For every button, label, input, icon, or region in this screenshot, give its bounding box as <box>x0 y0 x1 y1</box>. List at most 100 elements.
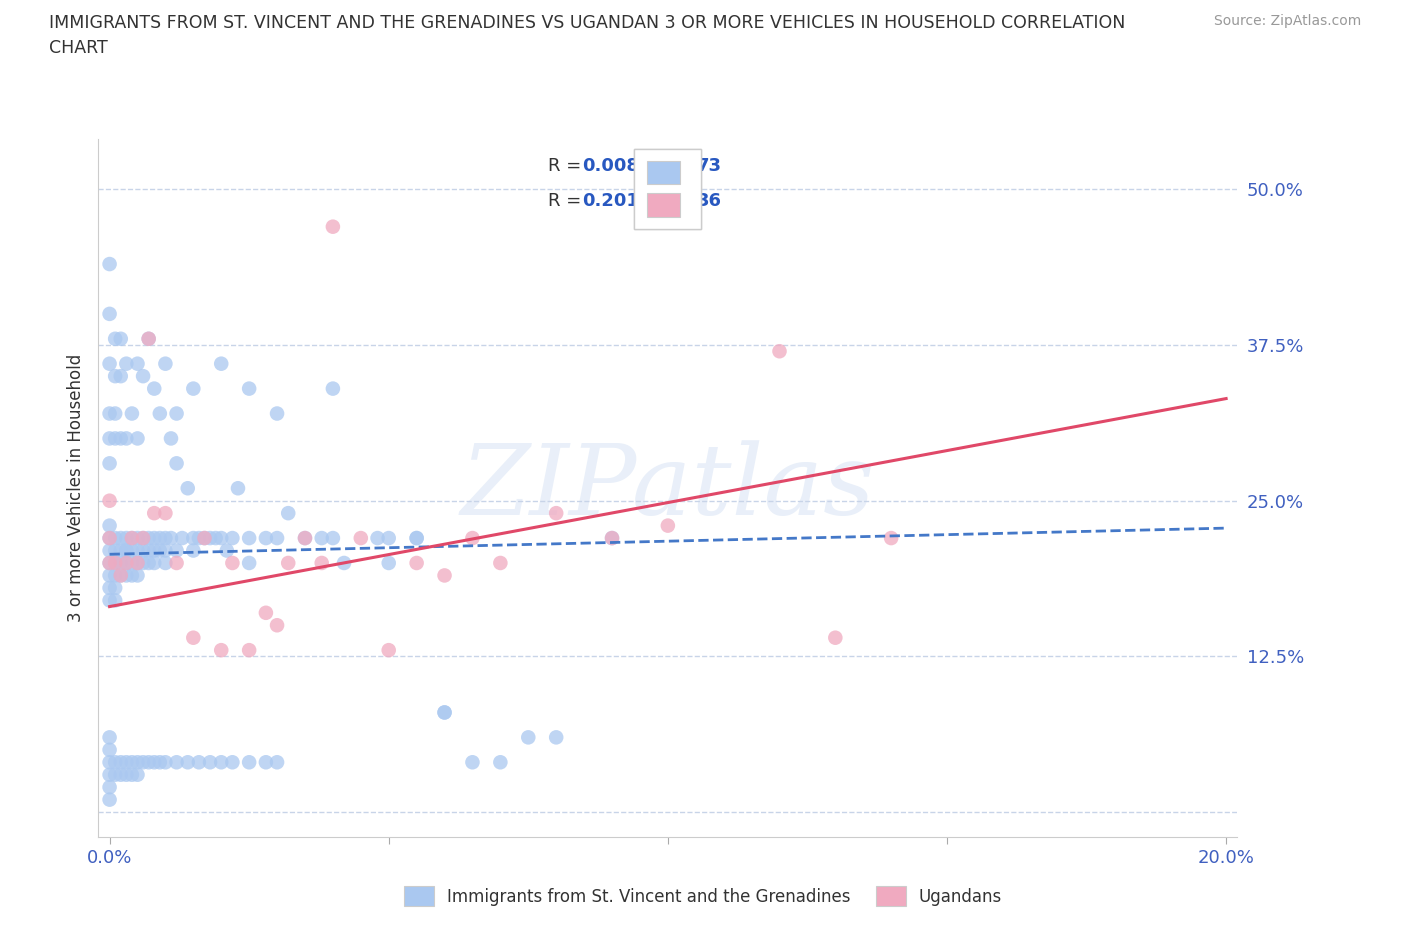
Text: 0.201: 0.201 <box>582 192 640 210</box>
Point <box>138 331 160 346</box>
Point <box>115 543 138 558</box>
Point <box>104 568 127 583</box>
Point <box>183 543 205 558</box>
Point <box>183 531 205 546</box>
Point <box>367 531 389 546</box>
Point <box>266 618 288 632</box>
Text: R =: R = <box>548 157 582 175</box>
Point <box>115 755 138 770</box>
Point <box>433 705 456 720</box>
Point <box>132 755 155 770</box>
Point <box>198 755 221 770</box>
Point <box>238 555 260 570</box>
Point <box>121 531 143 546</box>
Point <box>155 555 177 570</box>
Point <box>104 580 127 595</box>
Point <box>546 506 568 521</box>
Text: N =: N = <box>662 192 696 210</box>
Point <box>127 767 149 782</box>
Point <box>322 531 344 546</box>
Point <box>266 531 288 546</box>
Point <box>127 531 149 546</box>
Point <box>127 543 149 558</box>
Point <box>121 755 143 770</box>
Point <box>377 555 399 570</box>
Point <box>489 755 512 770</box>
Point <box>277 555 299 570</box>
Point <box>824 631 846 645</box>
Point <box>405 555 427 570</box>
Point <box>266 406 288 421</box>
Point <box>600 531 623 546</box>
Point <box>127 568 149 583</box>
Point <box>98 730 121 745</box>
Point <box>104 431 127 445</box>
Point <box>204 531 226 546</box>
Point <box>333 555 356 570</box>
Point <box>110 555 132 570</box>
Point <box>657 518 679 533</box>
Point <box>98 767 121 782</box>
Point <box>98 543 121 558</box>
Point <box>149 543 172 558</box>
Point <box>254 605 277 620</box>
Point <box>121 543 143 558</box>
Point <box>143 755 166 770</box>
Point <box>98 406 121 421</box>
Point <box>143 543 166 558</box>
Point <box>880 531 903 546</box>
Point <box>322 381 344 396</box>
Point <box>98 518 121 533</box>
Point <box>98 555 121 570</box>
Point <box>177 755 200 770</box>
Point <box>138 531 160 546</box>
Text: 0.008: 0.008 <box>582 157 640 175</box>
Point <box>377 643 399 658</box>
Point <box>489 555 512 570</box>
Point <box>405 531 427 546</box>
Text: ZIPatlas: ZIPatlas <box>461 441 875 536</box>
Point <box>98 593 121 608</box>
Point <box>183 631 205 645</box>
Point <box>110 755 132 770</box>
Point <box>104 368 127 383</box>
Point <box>294 531 316 546</box>
Point <box>115 555 138 570</box>
Point <box>155 755 177 770</box>
Point <box>209 356 232 371</box>
Y-axis label: 3 or more Vehicles in Household: 3 or more Vehicles in Household <box>66 354 84 622</box>
Point <box>104 555 127 570</box>
Point <box>98 257 121 272</box>
Point <box>127 555 149 570</box>
Point <box>132 531 155 546</box>
Point <box>187 755 209 770</box>
Text: IMMIGRANTS FROM ST. VINCENT AND THE GRENADINES VS UGANDAN 3 OR MORE VEHICLES IN : IMMIGRANTS FROM ST. VINCENT AND THE GREN… <box>49 14 1126 32</box>
Point <box>98 580 121 595</box>
Point <box>238 381 260 396</box>
Point <box>98 307 121 322</box>
Point <box>110 368 132 383</box>
Point <box>209 531 232 546</box>
Point <box>115 767 138 782</box>
Point <box>198 531 221 546</box>
Point <box>98 742 121 757</box>
Point <box>104 331 127 346</box>
Point <box>166 406 188 421</box>
Point <box>132 543 155 558</box>
Point <box>177 481 200 496</box>
Point <box>209 643 232 658</box>
Point <box>166 555 188 570</box>
Point <box>160 531 183 546</box>
Point <box>433 568 456 583</box>
Point <box>311 531 333 546</box>
Point <box>254 531 277 546</box>
Point <box>121 767 143 782</box>
Text: CHART: CHART <box>49 39 108 57</box>
Point <box>517 730 540 745</box>
Point <box>104 593 127 608</box>
Point <box>104 531 127 546</box>
Point <box>104 755 127 770</box>
Point <box>127 755 149 770</box>
Point <box>155 506 177 521</box>
Point <box>115 555 138 570</box>
